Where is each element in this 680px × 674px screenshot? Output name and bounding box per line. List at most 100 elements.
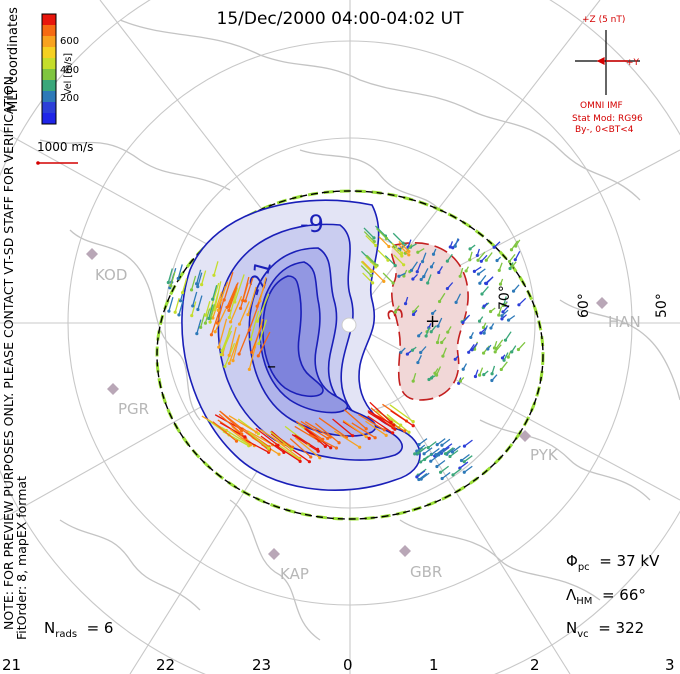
velocity-vector-origin <box>238 306 243 310</box>
mlt-0: 0 <box>343 656 353 674</box>
velocity-vector-origin <box>451 473 455 477</box>
velocity-vector <box>485 252 493 261</box>
velocity-vector <box>226 283 238 308</box>
velocity-vector-origin <box>420 260 425 264</box>
velocity-vector-origin <box>488 309 493 314</box>
velocity-vector-origin <box>371 281 375 285</box>
velocity-vector-origin <box>437 299 442 304</box>
velocity-vector-origin <box>435 443 439 447</box>
velocity-vector-origin <box>407 253 411 257</box>
velocity-vector <box>294 434 318 450</box>
velocity-vector-origin <box>434 373 439 377</box>
velocity-vector <box>435 448 445 456</box>
velocity-vector-origin <box>445 259 449 263</box>
velocity-vector-origin <box>479 259 483 263</box>
colorbar-tick-400: 400 <box>60 65 80 76</box>
velocity-vector <box>192 291 198 307</box>
velocity-vector <box>377 249 389 261</box>
mlt-21: 21 <box>2 656 22 674</box>
velocity-vector <box>423 447 433 455</box>
velocity-vector <box>220 411 242 432</box>
imf-clock <box>575 30 640 95</box>
velocity-vector-origin <box>255 319 260 323</box>
nvc-sub: vc <box>577 629 589 640</box>
velocity-vector <box>351 422 376 439</box>
velocity-vector <box>196 269 202 284</box>
velocity-vector-origin <box>469 335 473 340</box>
velocity-vector <box>398 240 410 252</box>
velocity-vector <box>228 326 237 356</box>
velocity-vector <box>375 410 401 426</box>
velocity-vector <box>174 298 180 313</box>
velocity-vector-origin <box>240 432 244 436</box>
colorbar-segment <box>42 69 56 81</box>
velocity-vector <box>449 449 459 457</box>
velocity-vector-origin <box>429 330 433 334</box>
velocity-vector-origin <box>502 358 506 362</box>
velocity-vector <box>360 250 372 262</box>
velocity-vector-origin <box>503 338 508 342</box>
velocity-vector-origin <box>417 477 421 482</box>
velocity-vector-origin <box>481 351 486 355</box>
velocity-vector-origin <box>290 447 294 451</box>
mlt-3: 3 <box>665 656 675 674</box>
stat-lambda-hm: ΛHM = 66° <box>566 586 646 607</box>
velocity-vector-origin <box>374 265 378 269</box>
velocity-vector-origin <box>468 258 472 262</box>
coord-label: MLT coordinates <box>6 7 21 112</box>
velocity-vector-origin <box>246 313 250 317</box>
velocity-vector-origin <box>458 274 462 278</box>
velocity-vector <box>228 287 238 318</box>
velocity-vector-origin <box>516 347 521 352</box>
velocity-vector <box>392 232 404 244</box>
velocity-vector-origin <box>435 464 439 469</box>
velocity-vector-origin <box>497 268 501 273</box>
velocity-vector-origin <box>506 318 511 322</box>
velocity-vector <box>178 300 184 316</box>
velocity-vector-origin <box>389 420 393 424</box>
velocity-vector-origin <box>508 266 512 271</box>
velocity-vector-origin <box>364 427 368 431</box>
velocity-vector-origin <box>369 269 373 274</box>
velocity-vector-origin <box>445 286 450 291</box>
velocity-vector <box>191 301 197 316</box>
velocity-vector-origin <box>440 443 444 447</box>
velocity-vector <box>358 413 385 431</box>
velocity-vector <box>295 437 321 459</box>
velocity-vector <box>190 275 197 291</box>
velocity-vector <box>177 264 183 279</box>
velocity-vector <box>462 314 471 323</box>
velocity-vector <box>391 242 403 254</box>
colorbar-segment <box>42 25 56 37</box>
velocity-vector-origin <box>426 281 430 285</box>
velocity-vector-origin <box>448 454 452 459</box>
velocity-vector-origin <box>329 446 333 450</box>
velocity-vector-origin <box>382 428 386 432</box>
velocity-vector <box>452 468 462 476</box>
velocity-vector <box>228 286 238 311</box>
velocity-vector <box>362 272 374 284</box>
velocity-vector-origin <box>484 281 488 285</box>
velocity-vector-origin <box>431 252 436 256</box>
velocity-vector-origin <box>416 451 420 455</box>
velocity-vector <box>495 339 504 349</box>
velocity-vector-origin <box>434 453 438 457</box>
velocity-vector-origin <box>256 354 260 358</box>
velocity-vector <box>204 308 211 324</box>
velocity-vector-origin <box>282 450 286 454</box>
velocity-vector-origin <box>369 273 373 278</box>
scale-vector-origin <box>36 161 40 165</box>
velocity-vector <box>363 231 375 243</box>
velocity-vector <box>360 261 372 272</box>
imf-y-label: +Y <box>626 58 640 68</box>
velocity-vector <box>256 293 270 322</box>
velocity-vector <box>363 227 375 239</box>
lat-label-60: 60° <box>576 293 592 318</box>
velocity-vector-origin <box>467 350 471 354</box>
velocity-vector <box>205 300 211 316</box>
velocity-vector-origin <box>507 259 512 264</box>
velocity-vector <box>500 361 508 370</box>
coastlines <box>39 19 680 641</box>
velocity-vector <box>238 324 252 355</box>
